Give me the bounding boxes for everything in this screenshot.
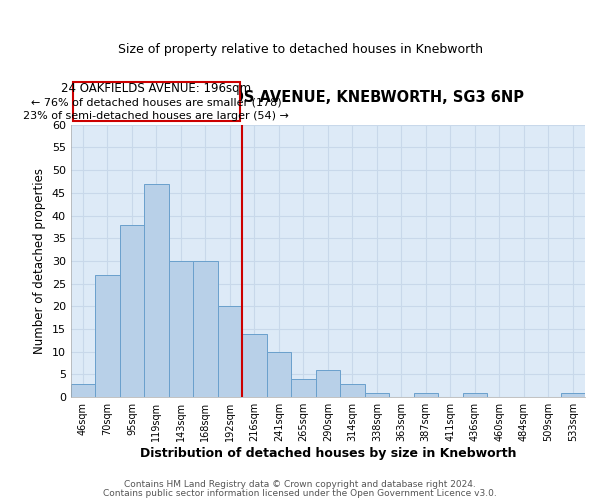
Title: 24, OAKFIELDS AVENUE, KNEBWORTH, SG3 6NP: 24, OAKFIELDS AVENUE, KNEBWORTH, SG3 6NP [131,90,524,106]
X-axis label: Distribution of detached houses by size in Knebworth: Distribution of detached houses by size … [140,447,516,460]
Bar [95,274,119,397]
Bar [560,392,585,397]
Bar [463,392,487,397]
Bar [218,306,242,397]
Bar [365,392,389,397]
Text: 23% of semi-detached houses are larger (54) →: 23% of semi-detached houses are larger (… [23,112,289,122]
Text: 24 OAKFIELDS AVENUE: 196sqm: 24 OAKFIELDS AVENUE: 196sqm [61,82,251,95]
Bar [316,370,340,397]
Y-axis label: Number of detached properties: Number of detached properties [33,168,46,354]
Bar [144,184,169,397]
Text: ← 76% of detached houses are smaller (178): ← 76% of detached houses are smaller (17… [31,98,281,108]
Bar [242,334,266,397]
Bar [291,379,316,397]
Bar [169,261,193,397]
Bar [193,261,218,397]
Text: Contains HM Land Registry data © Crown copyright and database right 2024.: Contains HM Land Registry data © Crown c… [124,480,476,489]
Bar [413,392,438,397]
Bar [340,384,365,397]
Bar [266,352,291,397]
Bar [119,224,144,397]
Text: Contains public sector information licensed under the Open Government Licence v3: Contains public sector information licen… [103,489,497,498]
Text: Size of property relative to detached houses in Knebworth: Size of property relative to detached ho… [118,42,482,56]
Bar [71,384,95,397]
Bar [73,82,239,121]
